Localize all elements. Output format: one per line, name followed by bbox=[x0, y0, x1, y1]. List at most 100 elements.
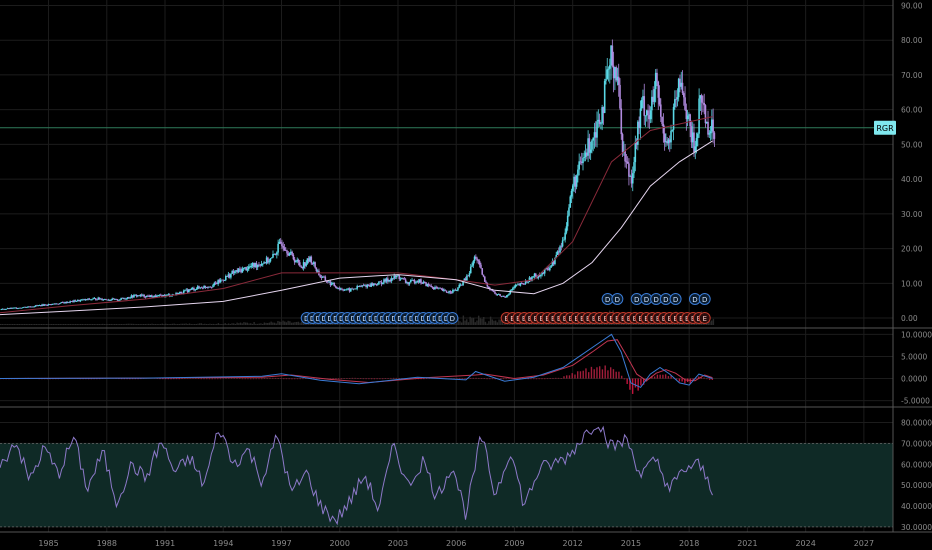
candle-body[interactable] bbox=[601, 107, 603, 124]
candle-body[interactable] bbox=[598, 119, 601, 124]
candle-body[interactable] bbox=[304, 262, 306, 266]
candle-body[interactable] bbox=[112, 298, 115, 300]
candle-body[interactable] bbox=[210, 287, 213, 288]
candle-body[interactable] bbox=[244, 267, 246, 269]
candle-body[interactable] bbox=[115, 299, 117, 300]
candle-body[interactable] bbox=[372, 283, 375, 286]
candle-body[interactable] bbox=[652, 96, 654, 102]
candle-body[interactable] bbox=[621, 134, 624, 153]
candle-body[interactable] bbox=[545, 268, 547, 270]
candle-body[interactable] bbox=[136, 295, 139, 297]
candle-body[interactable] bbox=[672, 107, 675, 130]
candle-body[interactable] bbox=[22, 307, 24, 309]
candle-body[interactable] bbox=[653, 89, 656, 102]
candle-body[interactable] bbox=[214, 282, 217, 284]
candle-body[interactable] bbox=[4, 309, 6, 310]
candle-body[interactable] bbox=[485, 281, 487, 283]
candle-body[interactable] bbox=[699, 95, 702, 99]
candle-body[interactable] bbox=[654, 72, 657, 90]
candle-body[interactable] bbox=[500, 296, 503, 297]
rsi-panel[interactable] bbox=[0, 425, 893, 528]
candle-body[interactable] bbox=[569, 196, 572, 208]
candle-body[interactable] bbox=[27, 306, 29, 308]
candle-body[interactable] bbox=[258, 264, 260, 266]
candle-body[interactable] bbox=[637, 121, 639, 145]
candle-body[interactable] bbox=[594, 132, 597, 138]
candle-body[interactable] bbox=[457, 287, 459, 291]
macd-panel[interactable] bbox=[0, 333, 714, 394]
candle-body[interactable] bbox=[630, 176, 633, 184]
candle-body[interactable] bbox=[287, 253, 290, 256]
candle-body[interactable] bbox=[117, 300, 120, 301]
candle-body[interactable] bbox=[20, 307, 23, 309]
candle-body[interactable] bbox=[165, 294, 167, 297]
candle-body[interactable] bbox=[422, 282, 425, 284]
candle-body[interactable] bbox=[226, 276, 228, 277]
candle-body[interactable] bbox=[481, 268, 484, 275]
candle-body[interactable] bbox=[566, 215, 569, 227]
candle-body[interactable] bbox=[288, 253, 291, 256]
candle-body[interactable] bbox=[398, 275, 401, 279]
candle-body[interactable] bbox=[37, 305, 40, 307]
candle-body[interactable] bbox=[413, 280, 416, 283]
candle-body[interactable] bbox=[92, 298, 94, 300]
candle-body[interactable] bbox=[385, 278, 388, 282]
candle-body[interactable] bbox=[205, 287, 208, 288]
candle-body[interactable] bbox=[66, 302, 69, 304]
candle-body[interactable] bbox=[245, 267, 248, 271]
candle-body[interactable] bbox=[466, 275, 468, 281]
candle-body[interactable] bbox=[46, 305, 49, 307]
candle-body[interactable] bbox=[380, 281, 383, 285]
candle-body[interactable] bbox=[177, 292, 180, 295]
candle-body[interactable] bbox=[690, 126, 693, 143]
candle-body[interactable] bbox=[77, 299, 79, 302]
candle-body[interactable] bbox=[218, 280, 221, 283]
candle-body[interactable] bbox=[199, 287, 202, 289]
candle-body[interactable] bbox=[450, 292, 453, 294]
candle-body[interactable] bbox=[301, 266, 304, 269]
candle-body[interactable] bbox=[471, 265, 473, 267]
candle-body[interactable] bbox=[282, 246, 285, 248]
candle-body[interactable] bbox=[374, 283, 376, 285]
candle-body[interactable] bbox=[305, 263, 307, 266]
candle-body[interactable] bbox=[233, 271, 236, 273]
candle-body[interactable] bbox=[29, 306, 32, 308]
candle-body[interactable] bbox=[550, 265, 552, 268]
candle-body[interactable] bbox=[125, 298, 128, 300]
candle-body[interactable] bbox=[57, 303, 60, 305]
candle-body[interactable] bbox=[333, 282, 336, 287]
candle-body[interactable] bbox=[421, 283, 424, 284]
candle-body[interactable] bbox=[256, 264, 259, 268]
candle-body[interactable] bbox=[119, 299, 121, 301]
candle-body[interactable] bbox=[535, 273, 537, 277]
candle-body[interactable] bbox=[56, 303, 59, 305]
candle-body[interactable] bbox=[111, 298, 114, 301]
candle-body[interactable] bbox=[51, 303, 54, 305]
candle-body[interactable] bbox=[462, 281, 464, 286]
candle-body[interactable] bbox=[448, 291, 450, 293]
candle-body[interactable] bbox=[691, 132, 694, 143]
candle-body[interactable] bbox=[188, 289, 190, 293]
candle-body[interactable] bbox=[45, 304, 47, 306]
candle-body[interactable] bbox=[68, 302, 70, 304]
candle-body[interactable] bbox=[350, 288, 352, 292]
candle-body[interactable] bbox=[212, 285, 214, 288]
candle-body[interactable] bbox=[219, 279, 222, 283]
candle-body[interactable] bbox=[276, 252, 278, 255]
candle-body[interactable] bbox=[116, 299, 119, 301]
candle-body[interactable] bbox=[306, 258, 309, 264]
candle-body[interactable] bbox=[610, 45, 612, 66]
candle-body[interactable] bbox=[631, 173, 634, 184]
candle-body[interactable] bbox=[6, 308, 9, 310]
candle-body[interactable] bbox=[526, 281, 528, 283]
candle-body[interactable] bbox=[259, 264, 262, 266]
candle-body[interactable] bbox=[284, 250, 287, 252]
candle-body[interactable] bbox=[619, 84, 621, 109]
candle-body[interactable] bbox=[346, 288, 348, 290]
candle-body[interactable] bbox=[222, 279, 225, 281]
candle-body[interactable] bbox=[311, 263, 314, 265]
candle-body[interactable] bbox=[225, 276, 227, 280]
candle-body[interactable] bbox=[638, 121, 640, 128]
candle-body[interactable] bbox=[501, 295, 504, 297]
candle-body[interactable] bbox=[592, 137, 595, 141]
